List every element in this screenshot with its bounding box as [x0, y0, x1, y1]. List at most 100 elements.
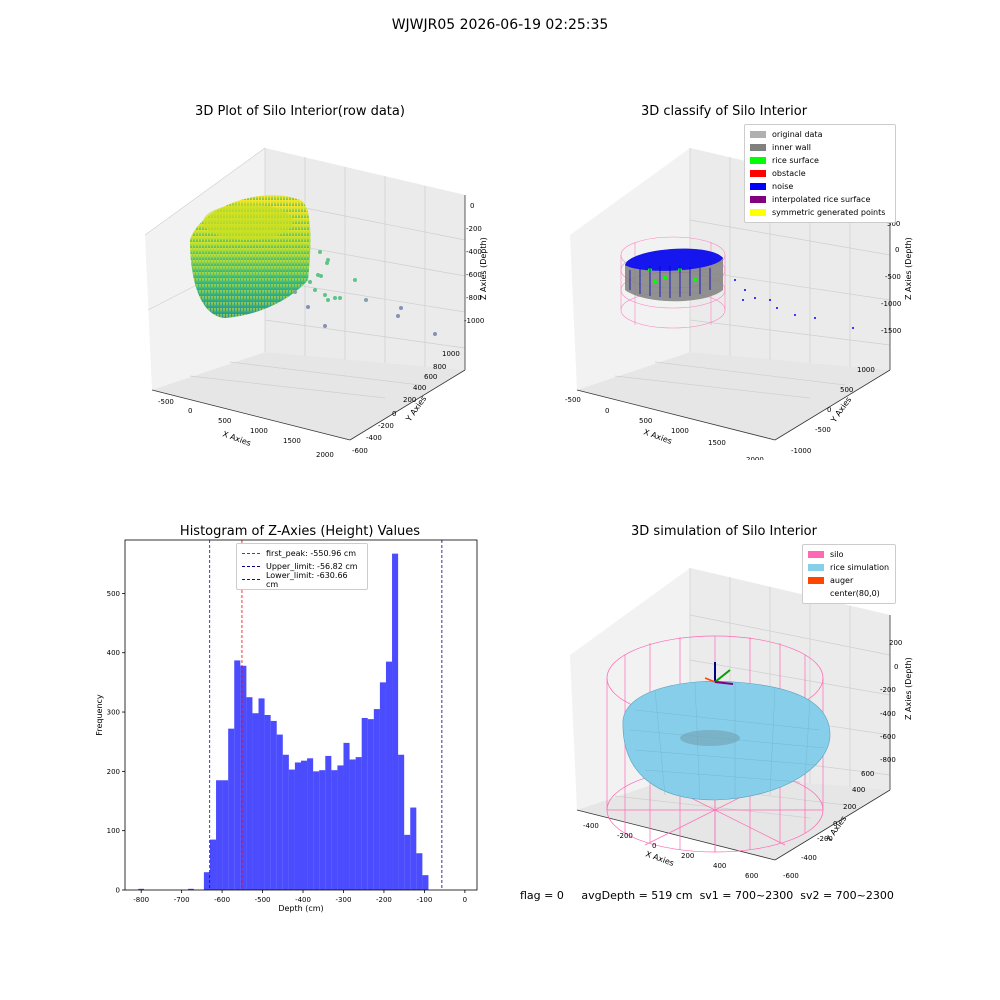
plot4-legend: silo rice simulation auger center(80,0) [802, 544, 896, 604]
svg-text:1500: 1500 [283, 437, 301, 445]
histogram-ytick-label: 100 [107, 827, 120, 835]
svg-text:1000: 1000 [442, 350, 460, 358]
svg-text:200: 200 [889, 639, 902, 647]
histogram-bar [367, 719, 374, 890]
svg-text:-400: -400 [466, 248, 482, 256]
legend-item-original-data: original data [750, 128, 890, 141]
legend-item-first-peak: first_peak: -550.96 cm [242, 547, 362, 560]
histogram-ylabel: Frequency [95, 694, 104, 736]
svg-text:0: 0 [392, 410, 396, 418]
figure-title: WJWJR05 2026-06-19 02:25:35 [391, 17, 609, 33]
svg-text:400: 400 [713, 862, 726, 870]
svg-text:-200: -200 [617, 832, 633, 840]
histogram-ytick-label: 0 [116, 887, 120, 895]
legend-item-symmetric: symmetric generated points [750, 206, 890, 219]
plot4-zlabel: Z Axies (Depth) [904, 657, 913, 720]
histogram-bars [138, 553, 429, 890]
histogram-xtick-label: -200 [376, 896, 392, 904]
svg-text:-600: -600 [783, 872, 799, 880]
svg-text:0: 0 [894, 663, 898, 671]
plot3-title: Histogram of Z-Axies (Height) Values [179, 524, 421, 539]
histogram-bar [228, 728, 235, 890]
plot2-title: 3D classify of Silo Interior [640, 104, 808, 119]
histogram-bar [355, 757, 362, 890]
histogram-yticks: 0 100 200 300 400 500 [107, 590, 125, 895]
svg-text:200: 200 [843, 803, 856, 811]
histogram-xtick-label: -700 [174, 896, 190, 904]
svg-text:600: 600 [745, 872, 758, 880]
plot1-3d-axes: -500 0 500 1000 1500 2000 -600 -400 -200… [144, 147, 488, 459]
histogram-bar [307, 758, 314, 890]
svg-text:200: 200 [403, 396, 416, 404]
legend-item-silo: silo [808, 548, 890, 561]
svg-text:0: 0 [605, 407, 609, 415]
legend-item-auger: auger [808, 574, 890, 587]
legend-item-interpolated: interpolated rice surface [750, 193, 890, 206]
histogram-bar [337, 765, 344, 890]
svg-text:-400: -400 [801, 854, 817, 862]
plot1-zlabel: Z Axies (Depth) [479, 237, 488, 300]
plot2-legend: original data inner wall rice surface ob… [744, 124, 896, 223]
svg-text:500: 500 [887, 220, 900, 228]
svg-text:600: 600 [424, 373, 437, 381]
plot2-zlabel: Z Axies (Depth) [904, 237, 913, 300]
svg-text:-500: -500 [158, 398, 174, 406]
legend-swatch [808, 564, 824, 571]
histogram-bar [188, 888, 194, 890]
legend-swatch [808, 551, 824, 558]
histogram-xtick-label: -100 [416, 896, 432, 904]
svg-text:-800: -800 [466, 294, 482, 302]
legend-item-inner-wall: inner wall [750, 141, 890, 154]
svg-text:0: 0 [188, 407, 192, 415]
histogram-bar [331, 770, 338, 890]
histogram-xtick-label: -300 [336, 896, 352, 904]
svg-text:-400: -400 [366, 434, 382, 442]
legend-line [242, 579, 260, 580]
plot1-xlabel: X Axies [221, 429, 252, 448]
histogram-bar [319, 770, 326, 890]
svg-text:0: 0 [827, 406, 831, 414]
histogram-threshold-lines [209, 540, 443, 890]
legend-item-noise: noise [750, 180, 890, 193]
svg-text:600: 600 [861, 770, 874, 778]
legend-swatch [750, 157, 766, 164]
histogram-bar [203, 872, 210, 890]
svg-text:200: 200 [681, 852, 694, 860]
svg-text:-1500: -1500 [881, 327, 901, 335]
histogram-bar [294, 762, 301, 890]
histogram-bar [276, 734, 283, 890]
auger-marker [704, 662, 734, 685]
svg-text:0: 0 [470, 202, 474, 210]
legend-item-obstacle: obstacle [750, 167, 890, 180]
svg-text:500: 500 [218, 417, 231, 425]
legend-line [242, 566, 260, 567]
legend-swatch [808, 590, 824, 597]
svg-text:2000: 2000 [746, 456, 764, 460]
svg-text:-1000: -1000 [881, 300, 901, 308]
histogram-ytick-label: 500 [107, 590, 120, 598]
svg-text:-400: -400 [583, 822, 599, 830]
histogram-frame [124, 539, 478, 891]
svg-text:-400: -400 [880, 710, 896, 718]
histogram-bar [209, 839, 217, 890]
histogram-ytick-label: 200 [107, 768, 120, 776]
histogram-xtick-label: 0 [463, 896, 467, 904]
svg-text:0: 0 [833, 820, 837, 828]
histogram-bar [282, 754, 289, 890]
legend-swatch [808, 577, 824, 584]
histogram-bar [398, 754, 405, 890]
svg-text:-500: -500 [815, 426, 831, 434]
histogram-xlabel: Depth (cm) [278, 904, 323, 913]
histogram-bar [422, 875, 429, 890]
avg-depth-text: avgDepth = 519 cm [581, 889, 693, 902]
histogram-bar [301, 760, 308, 890]
histogram-bar [138, 888, 145, 890]
histogram-bar [252, 713, 259, 890]
svg-text:-600: -600 [352, 447, 368, 455]
svg-text:1500: 1500 [708, 439, 726, 447]
legend-line [242, 553, 260, 554]
svg-text:-200: -200 [880, 686, 896, 694]
histogram-bar [379, 682, 386, 890]
histogram-bar [240, 665, 247, 890]
histogram-bar [361, 717, 368, 890]
